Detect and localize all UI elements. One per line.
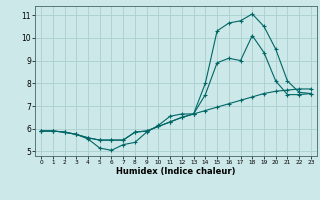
X-axis label: Humidex (Indice chaleur): Humidex (Indice chaleur) bbox=[116, 167, 236, 176]
